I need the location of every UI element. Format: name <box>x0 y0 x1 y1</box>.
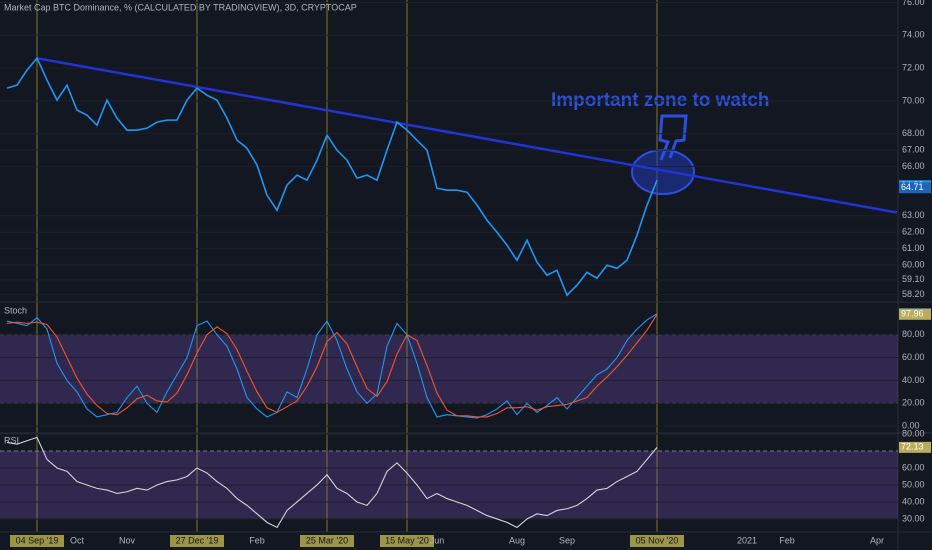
price-label-box <box>899 182 931 194</box>
pane-title: Stoch <box>4 305 27 315</box>
y-tick-label: 30.00 <box>902 513 925 523</box>
y-tick-label: 60.00 <box>902 259 925 269</box>
band <box>0 334 898 404</box>
x-label-box <box>300 535 354 547</box>
y-tick-label: 50.00 <box>902 479 925 489</box>
price-label-box <box>899 441 931 453</box>
y-tick-label: 58.20 <box>902 289 925 299</box>
y-tick-label: 0.00 <box>902 420 920 430</box>
x-tick-label: Apr <box>870 535 884 545</box>
y-tick-label: 72.00 <box>902 62 925 72</box>
pane-title: RSI <box>4 435 19 445</box>
x-tick-label: Oct <box>70 535 85 545</box>
y-tick-label: 74.00 <box>902 30 925 40</box>
series-line <box>6 313 658 418</box>
y-tick-label: 62.00 <box>902 227 925 237</box>
x-tick-label: 27 Dec '19 <box>176 535 219 545</box>
price-label-box <box>899 308 931 320</box>
y-tick-label: 70.00 <box>902 95 925 105</box>
y-tick-label: 20.00 <box>902 398 925 408</box>
y-tick-label: 63.00 <box>902 210 925 220</box>
x-tick-label: Feb <box>779 535 795 545</box>
x-tick-label: 15 May '20 <box>385 535 429 545</box>
y-tick-label: 68.00 <box>902 128 925 138</box>
x-label-box <box>10 535 64 547</box>
x-tick-label: 2021 <box>737 535 757 545</box>
y-tick-label: 80.00 <box>902 428 925 438</box>
y-tick-label: 60.00 <box>902 462 925 472</box>
x-tick-label: 04 Sep '19 <box>16 535 59 545</box>
y-tick-label: 66.00 <box>902 161 925 171</box>
price-label: 64.71 <box>901 182 924 192</box>
x-tick-label: 05 Nov '20 <box>636 535 679 545</box>
y-tick-label: 61.00 <box>902 243 925 253</box>
y-tick-label: 59.10 <box>902 274 925 284</box>
zone-arrow <box>658 114 688 161</box>
y-tick-label: 60.00 <box>902 352 925 362</box>
series-line <box>6 313 658 419</box>
y-tick-label: 67.00 <box>902 145 925 155</box>
chart-title: Market Cap BTC Dominance, % (CALCULATED … <box>4 2 357 12</box>
y-tick-label: 80.00 <box>902 329 925 339</box>
x-label-box <box>380 535 434 547</box>
trend-line <box>36 57 898 214</box>
x-tick-label: Jun <box>430 535 445 545</box>
y-tick-label: 40.00 <box>902 375 925 385</box>
series-line <box>6 436 658 529</box>
y-tick-label: 76.00 <box>902 0 925 7</box>
x-tick-label: 25 Mar '20 <box>306 535 348 545</box>
price-label: 72.13 <box>901 442 924 452</box>
x-label-box <box>170 535 224 547</box>
x-tick-label: Aug <box>509 535 525 545</box>
x-tick-label: Sep <box>559 535 575 545</box>
x-label-box <box>630 535 684 547</box>
series-line <box>6 56 658 297</box>
x-tick-label: Nov <box>119 535 136 545</box>
price-label: 97.96 <box>901 309 924 319</box>
x-tick-label: Feb <box>249 535 265 545</box>
y-tick-label: 40.00 <box>902 496 925 506</box>
